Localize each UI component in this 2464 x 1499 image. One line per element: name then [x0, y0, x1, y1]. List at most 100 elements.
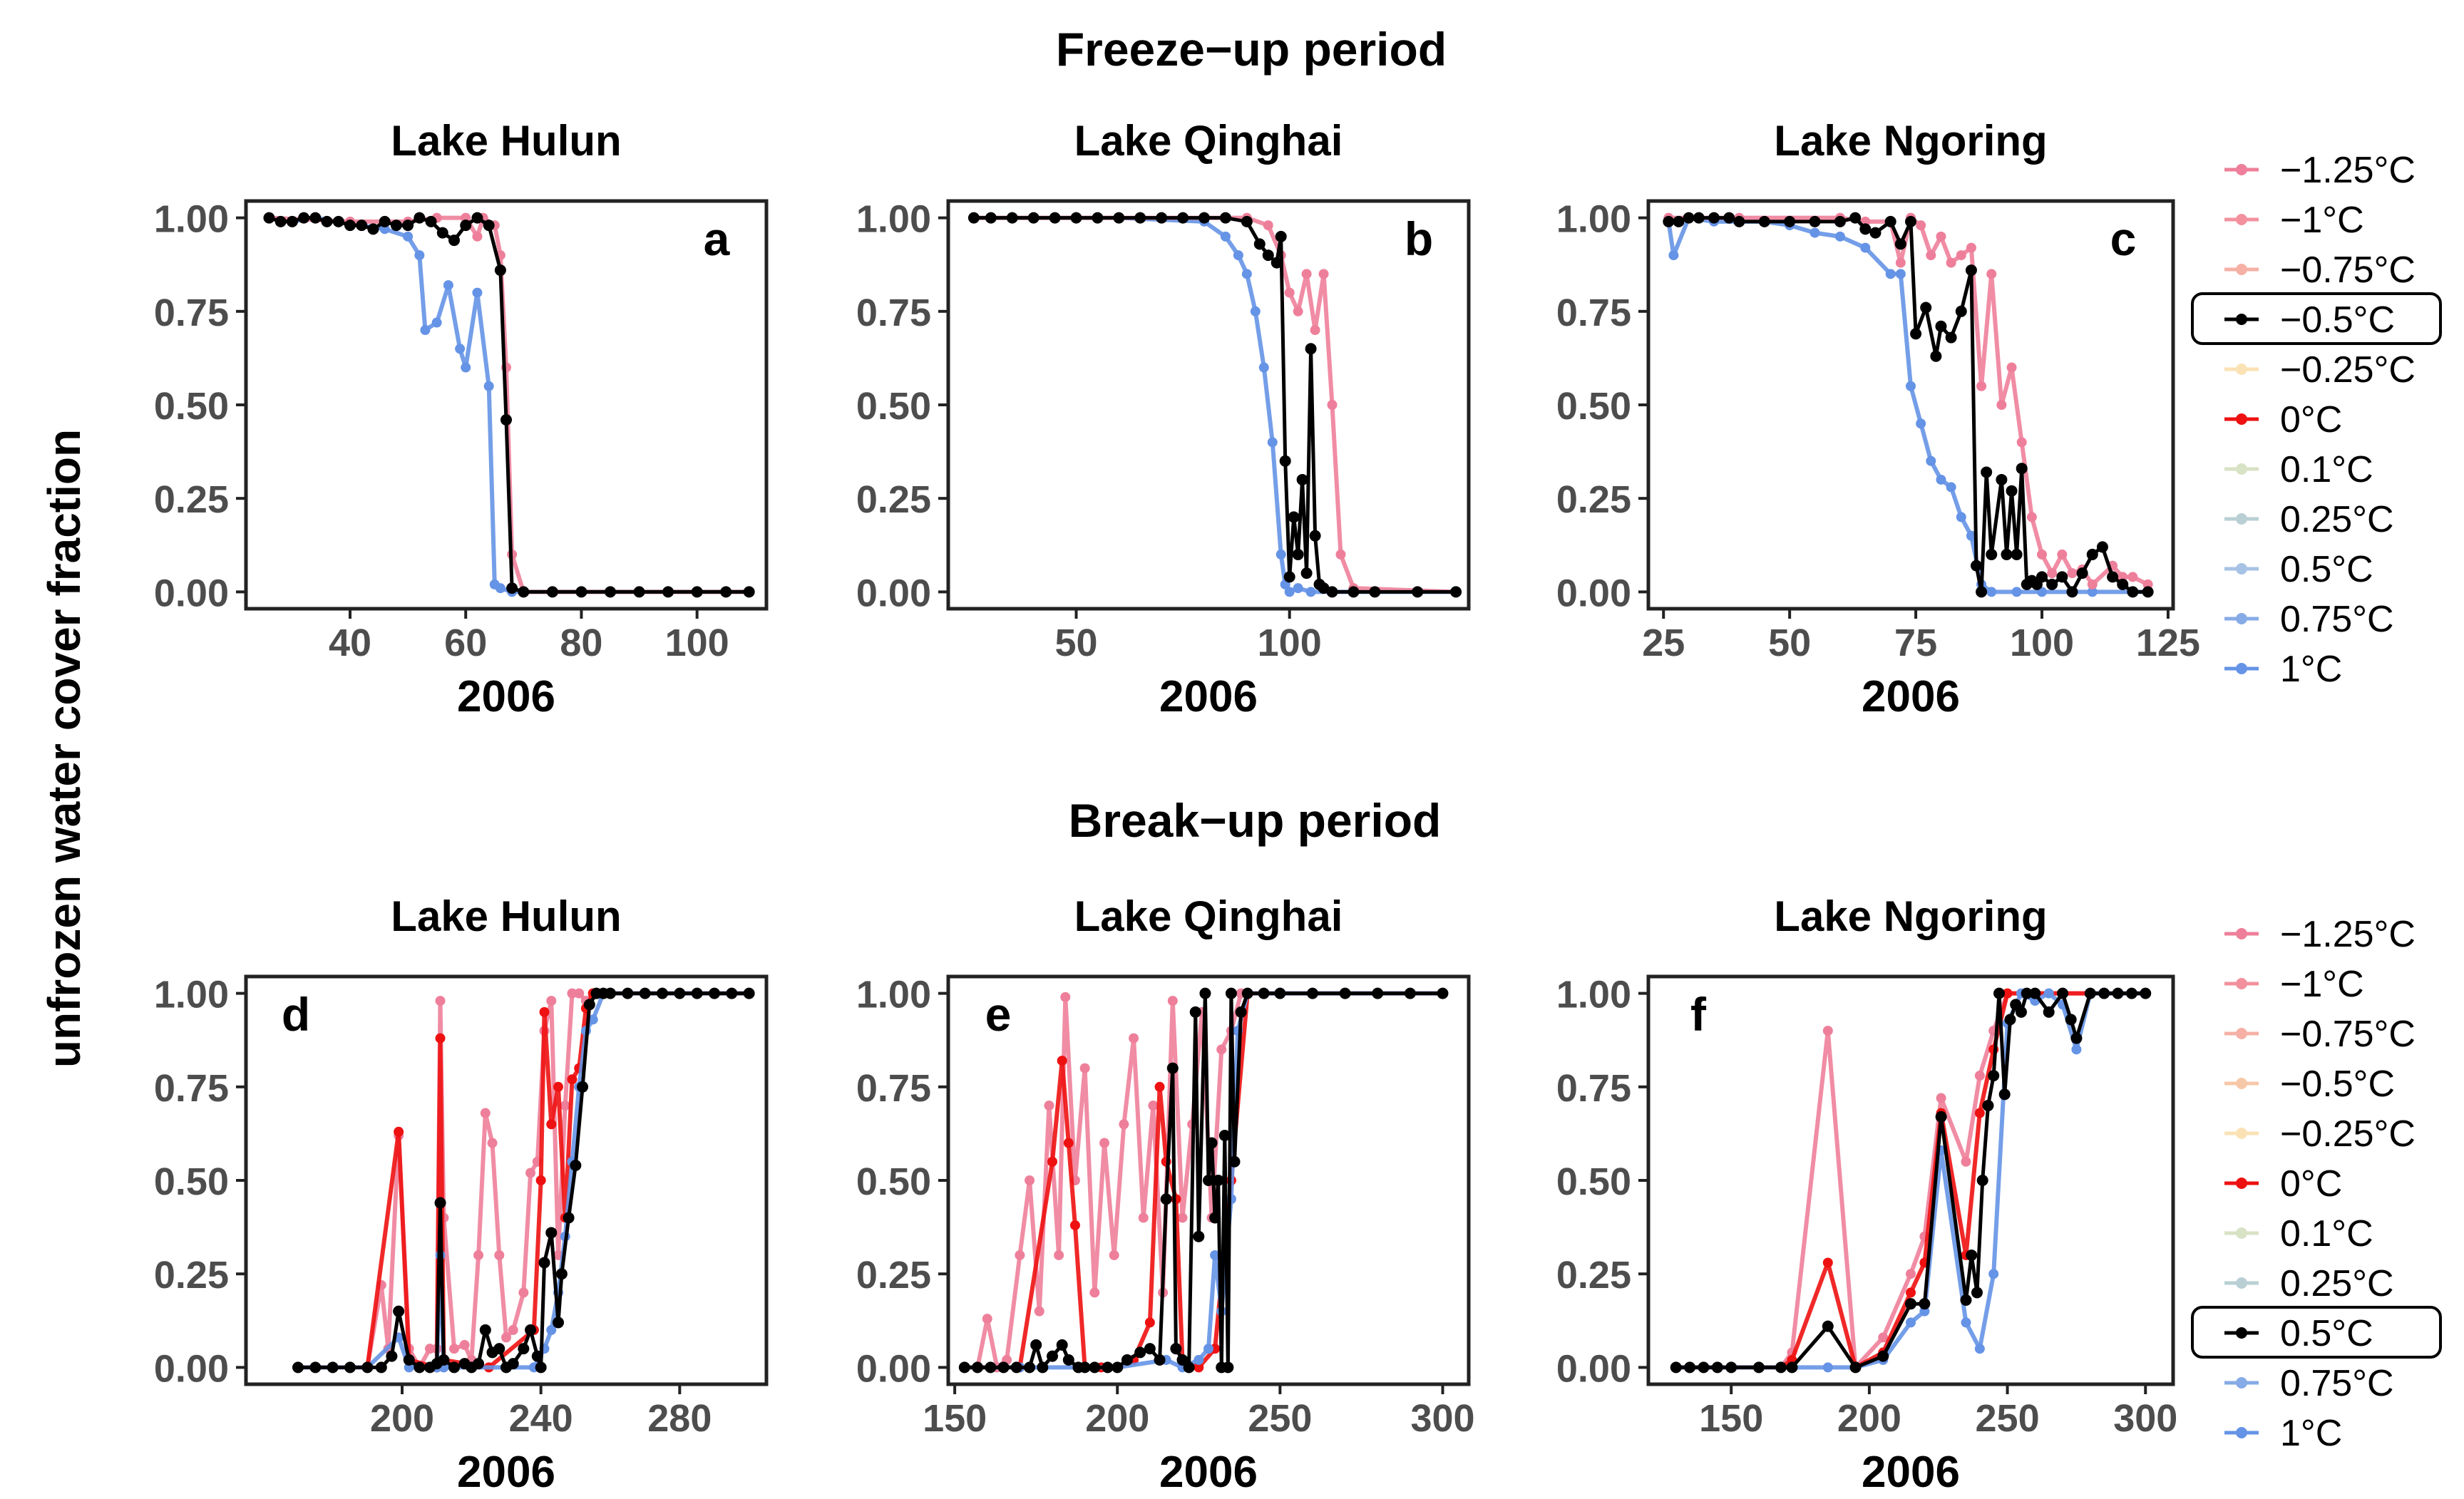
y-tick-label: 0.00: [1556, 572, 1631, 614]
legend-label: −0.5°C: [2280, 1063, 2395, 1105]
data-point: [1250, 306, 1261, 316]
data-point: [1177, 212, 1189, 224]
panel-letter: a: [704, 212, 731, 265]
data-point: [1698, 1361, 1710, 1374]
data-point: [518, 1343, 530, 1355]
panel-d-lake-hulun-break: Lake Hulun 0.00 0.25 0.50 0.75 1.00 200 240 280 2…: [154, 892, 769, 1497]
data-point: [414, 250, 425, 261]
data-point: [1144, 1343, 1156, 1355]
data-point: [605, 586, 616, 598]
data-point: [563, 1212, 575, 1224]
data-point: [1916, 418, 1926, 429]
data-point: [1134, 212, 1146, 224]
data-point: [1099, 1138, 1109, 1148]
x-axis-label: 2006: [1159, 672, 1258, 721]
data-point: [1859, 223, 1872, 235]
data-point: [1047, 1156, 1057, 1167]
data-point: [1318, 582, 1330, 594]
data-point: [1154, 1081, 1165, 1092]
data-point: [394, 1126, 404, 1137]
data-point: [298, 212, 310, 224]
data-point: [2140, 987, 2152, 999]
data-point: [1946, 257, 1956, 268]
data-point: [1156, 212, 1168, 224]
data-point: [1057, 1056, 1067, 1066]
data-point: [1955, 305, 1967, 317]
legend-label: 0.75°C: [2280, 1363, 2394, 1404]
x-tick-label: 75: [1894, 622, 1937, 664]
data-point: [1986, 587, 1997, 597]
data-point: [2096, 541, 2108, 553]
data-point: [2011, 548, 2023, 560]
data-point: [494, 264, 506, 277]
data-point: [2016, 437, 2027, 448]
legend-label: −1°C: [2280, 964, 2364, 1005]
data-point: [1288, 511, 1300, 523]
data-point: [438, 1354, 450, 1366]
data-point: [1906, 381, 1916, 391]
data-point: [1176, 1354, 1189, 1366]
x-axis-label: 2006: [1159, 1448, 1258, 1497]
legend-label: 0.25°C: [2280, 1263, 2394, 1304]
legend-swatch-point: [2236, 214, 2247, 225]
data-point: [545, 1227, 558, 1239]
panel-e-lake-qinghai-break: Lake Qinghai 0.00 0.25 0.50 0.75 1.00 150 200 25…: [856, 892, 1475, 1497]
data-point: [1996, 400, 2007, 410]
data-point: [2036, 571, 2048, 583]
data-point: [1154, 1354, 1166, 1366]
data-point: [567, 1074, 578, 1085]
data-point: [1860, 242, 1871, 253]
legend-swatch-point: [2236, 164, 2247, 175]
data-point: [1809, 227, 1820, 238]
data-point: [2057, 987, 2069, 999]
data-point: [2127, 586, 2139, 598]
data-point: [1198, 212, 1211, 224]
data-point: [972, 1361, 984, 1374]
data-point: [1293, 306, 1303, 316]
data-point: [633, 586, 645, 598]
data-point: [1966, 242, 1976, 253]
legend-label: 0.75°C: [2280, 599, 2394, 640]
data-point: [431, 317, 442, 328]
data-point: [1063, 1138, 1074, 1148]
data-point: [2087, 587, 2098, 597]
data-point: [1894, 238, 1906, 250]
data-point: [1956, 250, 1966, 261]
x-axis-label: 2006: [457, 672, 555, 721]
data-point: [1284, 287, 1295, 298]
x-tick-label: 300: [1410, 1397, 1474, 1440]
data-point: [2021, 987, 2033, 999]
data-point: [1786, 1361, 1798, 1374]
data-point: [1822, 1026, 1833, 1036]
data-point: [2076, 567, 2088, 579]
legend-highlight-box: [2191, 1306, 2442, 1359]
data-point: [2125, 987, 2137, 999]
data-point: [2087, 579, 2098, 589]
data-point: [1936, 474, 1946, 485]
data-point: [1930, 350, 1942, 362]
data-point: [587, 1014, 598, 1025]
data-point: [1293, 583, 1303, 594]
data-point: [2117, 578, 2129, 590]
y-tick-label: 0.00: [1556, 1347, 1631, 1390]
data-point: [1070, 212, 1082, 224]
data-point: [1129, 1033, 1139, 1044]
y-tick-label: 0.25: [154, 478, 229, 521]
legend-swatch-point: [2236, 1327, 2247, 1339]
data-point: [2011, 587, 2022, 597]
data-point: [1784, 215, 1796, 227]
x-tick-label: 200: [1837, 1397, 1901, 1440]
data-point: [1193, 1230, 1205, 1242]
data-point: [1965, 264, 1977, 277]
data-point: [1134, 1346, 1146, 1359]
data-point: [1910, 328, 1922, 340]
data-point: [1121, 1354, 1133, 1366]
data-point: [1305, 587, 1316, 597]
data-point: [1834, 215, 1846, 227]
data-point: [425, 215, 437, 227]
data-point: [2112, 987, 2124, 999]
data-point: [1884, 215, 1896, 227]
y-tick-label: 0.00: [856, 1347, 931, 1390]
data-point: [2057, 549, 2068, 560]
data-point: [1684, 1361, 1696, 1374]
